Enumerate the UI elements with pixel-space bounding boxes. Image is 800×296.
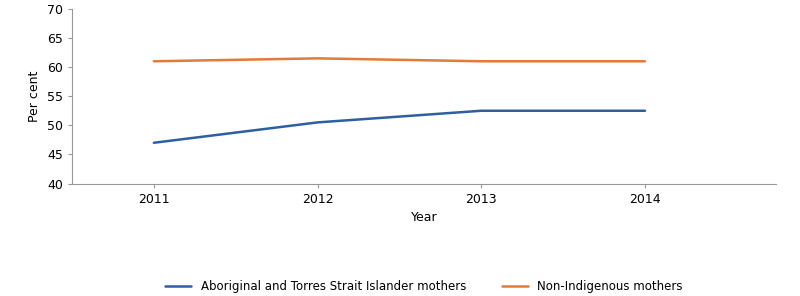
Line: Aboriginal and Torres Strait Islander mothers: Aboriginal and Torres Strait Islander mo…: [154, 111, 645, 143]
Y-axis label: Per cent: Per cent: [29, 70, 42, 122]
Non-Indigenous mothers: [477, 59, 486, 63]
Line: Non-Indigenous mothers: Non-Indigenous mothers: [154, 58, 645, 61]
Non-Indigenous mothers: [149, 59, 158, 63]
Aboriginal and Torres Strait Islander mothers: [477, 109, 486, 112]
Non-Indigenous mothers: [640, 59, 650, 63]
Aboriginal and Torres Strait Islander mothers: [640, 109, 650, 112]
X-axis label: Year: Year: [410, 211, 438, 224]
Aboriginal and Torres Strait Islander mothers: [313, 120, 322, 124]
Legend: Aboriginal and Torres Strait Islander mothers, Non-Indigenous mothers: Aboriginal and Torres Strait Islander mo…: [166, 280, 682, 293]
Aboriginal and Torres Strait Islander mothers: [149, 141, 158, 144]
Non-Indigenous mothers: [313, 57, 322, 60]
